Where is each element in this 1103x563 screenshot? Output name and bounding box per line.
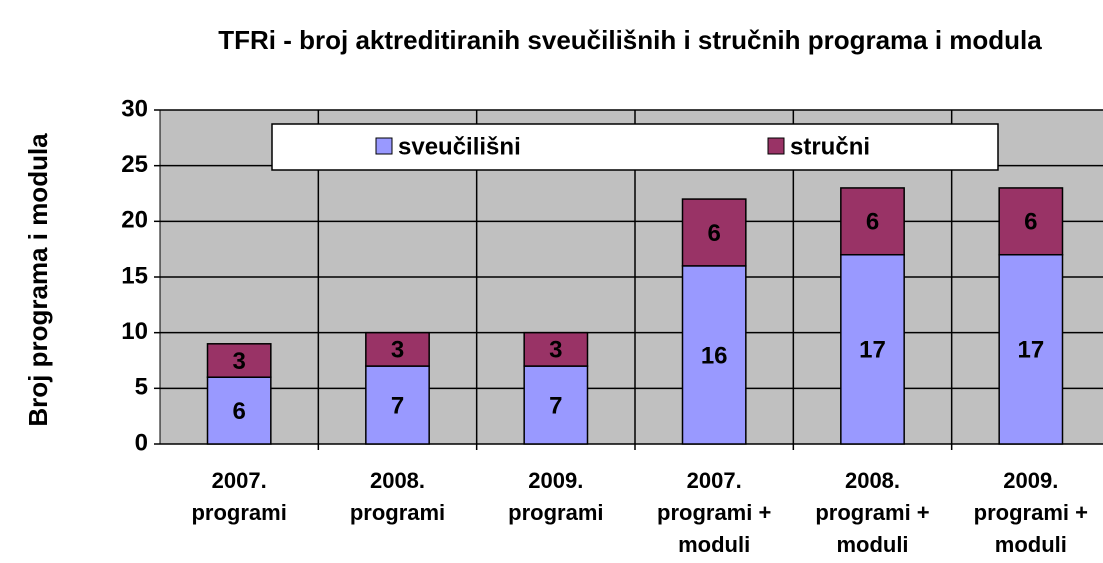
legend-label: stručni (790, 133, 870, 160)
data-label: 17 (1017, 337, 1044, 364)
x-tick-label: 2007. (687, 468, 742, 493)
bar-segment (365, 365, 430, 445)
x-tick-label: 2008. (370, 468, 425, 493)
x-tick-label: moduli (995, 532, 1067, 557)
x-tick-label: moduli (836, 532, 908, 557)
bar-segment (998, 187, 1064, 256)
legend-swatch (375, 137, 393, 155)
data-label: 6 (707, 220, 720, 247)
x-tick-label: 2008. (845, 468, 900, 493)
x-tick-label: programi (191, 500, 286, 525)
data-label: 17 (859, 337, 886, 364)
bar-segment (523, 365, 589, 445)
x-tick-label: programi + (815, 500, 929, 525)
x-tick-label: programi (350, 500, 445, 525)
y-tick-label: 10 (121, 318, 148, 345)
legend-label: sveučilišni (398, 133, 521, 160)
bar-segment (206, 343, 272, 378)
data-label: 3 (232, 348, 245, 375)
y-tick-label: 25 (121, 151, 148, 178)
x-tick-label: 2009. (528, 468, 583, 493)
data-label: 7 (549, 392, 562, 419)
data-label: 3 (549, 337, 562, 364)
x-tick-label: programi (508, 500, 603, 525)
bar-segment (840, 253, 905, 445)
y-tick-label: 15 (121, 262, 148, 289)
bar-segment (681, 265, 747, 445)
bar-segment (523, 331, 589, 367)
data-label: 16 (701, 342, 728, 369)
bar-segment (206, 376, 272, 445)
data-label: 6 (1024, 209, 1037, 236)
x-tick-label: 2007. (212, 468, 267, 493)
chart-title: TFRi - broj aktreditiranih sveučilišnih … (218, 25, 1042, 55)
y-tick-label: 0 (135, 429, 148, 456)
data-label: 6 (866, 209, 879, 236)
bar-segment (681, 198, 747, 267)
y-tick-label: 20 (121, 207, 148, 234)
bar-segment (998, 253, 1064, 445)
data-label: 6 (232, 398, 245, 425)
x-tick-label: moduli (678, 532, 750, 557)
legend-box (271, 123, 999, 171)
bar-segment (365, 331, 430, 367)
x-tick-label: programi + (657, 500, 771, 525)
y-axis-label: Broj programa i modula (23, 133, 53, 427)
y-tick-label: 30 (121, 95, 148, 122)
x-tick-label: programi + (974, 500, 1088, 525)
y-tick-label: 5 (135, 374, 148, 401)
data-label: 7 (391, 392, 404, 419)
bar-segment (840, 187, 905, 256)
x-tick-label: 2009. (1003, 468, 1058, 493)
data-label: 3 (391, 337, 404, 364)
legend-swatch (767, 137, 785, 155)
